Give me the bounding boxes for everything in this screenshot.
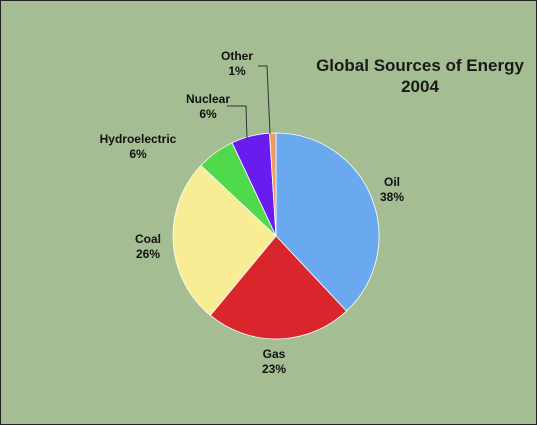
slice-value-hydroelectric: 6%: [129, 147, 147, 161]
chart-title: Global Sources of Energy: [316, 56, 524, 75]
pie-slices: [172, 132, 380, 340]
slice-label-coal: Coal: [135, 232, 161, 246]
slice-label-gas: Gas: [263, 347, 286, 361]
slice-value-nuclear: 6%: [199, 107, 217, 121]
slice-label-nuclear: Nuclear: [186, 92, 230, 106]
chart-subtitle: 2004: [401, 77, 439, 96]
leader-lines: [227, 65, 271, 141]
slice-label-oil: Oil: [384, 175, 400, 189]
pie-slice-coal: [172, 164, 277, 316]
leader-line-nuclear: [227, 105, 248, 141]
slice-label-hydroelectric: Hydroelectric: [100, 132, 177, 146]
slice-value-other: 1%: [228, 64, 246, 78]
slice-value-oil: 38%: [380, 190, 404, 204]
pie-slice-gas: [209, 235, 348, 340]
slice-label-other: Other: [221, 49, 253, 63]
leader-line-other: [258, 65, 271, 135]
slice-value-gas: 23%: [262, 362, 286, 376]
slice-value-coal: 26%: [136, 247, 160, 261]
pie-slice-oil: [275, 132, 380, 312]
